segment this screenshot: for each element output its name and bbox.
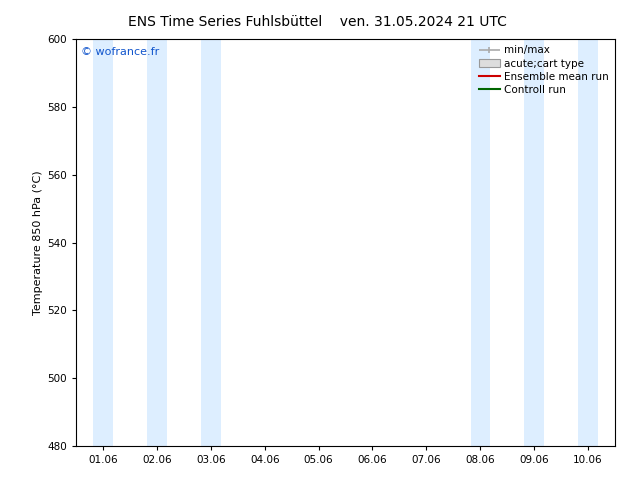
Legend: min/max, acute;cart type, Ensemble mean run, Controll run: min/max, acute;cart type, Ensemble mean … (475, 41, 613, 99)
Bar (93, 39, 113, 446)
Bar (524, 39, 544, 446)
Text: © wofrance.fr: © wofrance.fr (81, 48, 160, 57)
Bar (201, 39, 221, 446)
Y-axis label: Temperature 850 hPa (°C): Temperature 850 hPa (°C) (33, 170, 43, 315)
Bar (470, 39, 490, 446)
Bar (147, 39, 167, 446)
Bar (578, 39, 598, 446)
Text: ENS Time Series Fuhlsbüttel    ven. 31.05.2024 21 UTC: ENS Time Series Fuhlsbüttel ven. 31.05.2… (127, 15, 507, 29)
